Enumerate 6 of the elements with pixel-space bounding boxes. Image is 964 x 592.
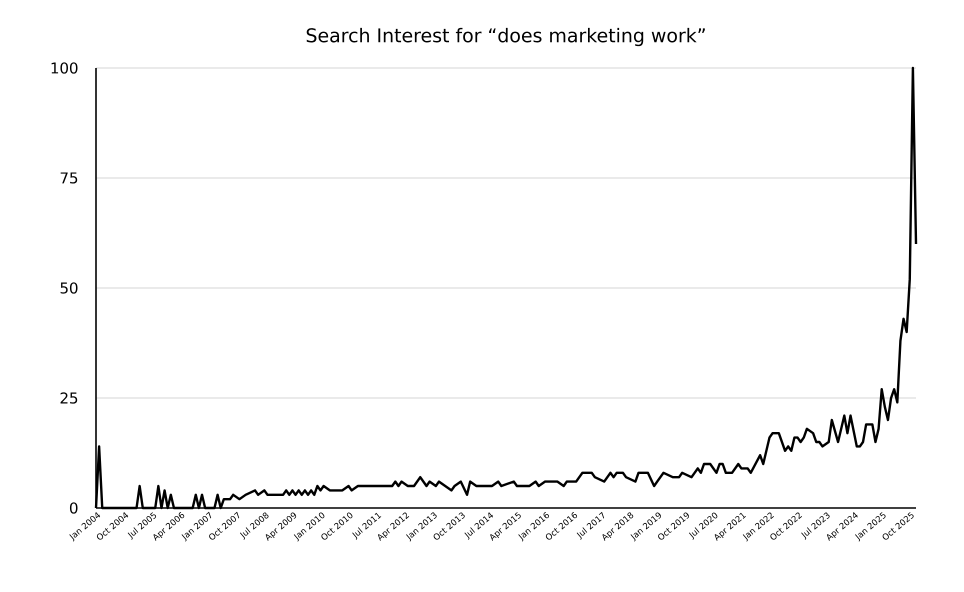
y-tick-label: 50 <box>60 282 78 294</box>
y-tick-label: 75 <box>60 172 78 184</box>
y-tick-label: 0 <box>70 502 78 514</box>
y-tick-label: 25 <box>60 392 78 404</box>
y-tick-label: 100 <box>52 62 78 74</box>
chart-title: Search Interest for “does marketing work” <box>306 28 705 46</box>
